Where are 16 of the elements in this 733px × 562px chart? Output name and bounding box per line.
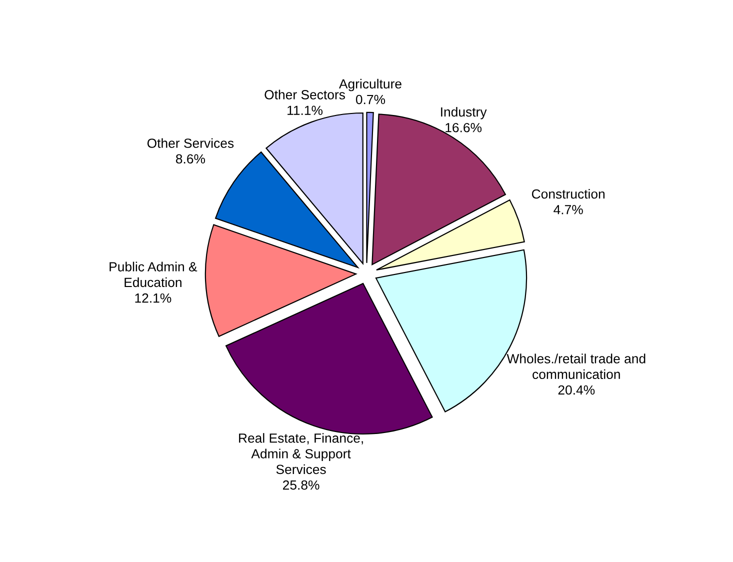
data-label: 20.4% bbox=[558, 385, 595, 395]
slice-label: Other Sectors bbox=[264, 90, 345, 100]
slice-label: Agriculture bbox=[338, 78, 402, 92]
slice-label: Public Admin & Education bbox=[110, 262, 198, 288]
slice-label: Industry bbox=[441, 106, 487, 120]
slice-label: Construction bbox=[532, 188, 605, 199]
data-label: 11.1% bbox=[288, 106, 323, 115]
data-label: 12.1% bbox=[135, 293, 172, 303]
data-label: 25.8% bbox=[283, 480, 320, 490]
data-label: 16.6% bbox=[446, 122, 482, 132]
data-label: 4.7% bbox=[554, 205, 583, 214]
data-label: 8.6% bbox=[176, 154, 205, 164]
slice-label: Wholes./retail trade and communication bbox=[506, 354, 646, 380]
slice-label: Other Services bbox=[147, 138, 234, 148]
slice-label: Real Estate, Finance, Admin & Support Services bbox=[239, 433, 363, 474]
data-label: 0.7% bbox=[356, 94, 386, 104]
